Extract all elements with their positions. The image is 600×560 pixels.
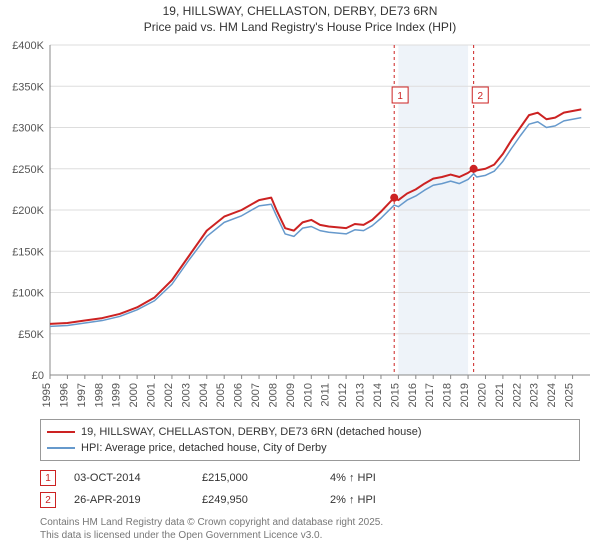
svg-text:2017: 2017: [424, 383, 436, 407]
svg-text:2002: 2002: [163, 383, 175, 407]
tx-marker-1: 1: [40, 470, 56, 486]
legend-label-subject: 19, HILLSWAY, CHELLASTON, DERBY, DE73 6R…: [81, 426, 422, 438]
tx-date: 26-APR-2019: [74, 494, 184, 506]
price-chart: £0 £50K £100K £150K £200K £250K £300K £350K £400…: [0, 35, 600, 415]
svg-text:£50K: £50K: [18, 329, 44, 341]
svg-text:1999: 1999: [111, 383, 123, 407]
legend-row-hpi: HPI: Average price, detached house, City…: [47, 440, 573, 456]
legend-swatch-subject: [47, 431, 75, 433]
svg-text:1996: 1996: [58, 383, 70, 407]
svg-text:2019: 2019: [459, 383, 471, 407]
svg-text:2007: 2007: [250, 383, 262, 407]
svg-text:£100K: £100K: [12, 288, 44, 300]
svg-text:2014: 2014: [372, 383, 384, 407]
svg-text:2025: 2025: [564, 383, 576, 407]
svg-text:1: 1: [397, 91, 403, 102]
legend: 19, HILLSWAY, CHELLASTON, DERBY, DE73 6R…: [40, 419, 580, 461]
svg-text:2010: 2010: [302, 383, 314, 407]
svg-text:2006: 2006: [233, 383, 245, 407]
svg-text:2024: 2024: [546, 383, 558, 407]
svg-text:2008: 2008: [267, 383, 279, 407]
svg-text:2022: 2022: [511, 383, 523, 407]
tx-price: £215,000: [202, 472, 312, 484]
svg-text:2018: 2018: [442, 383, 454, 407]
svg-text:2011: 2011: [320, 383, 332, 407]
transaction-row: 2 26-APR-2019 £249,950 2% ↑ HPI: [40, 489, 580, 511]
transaction-row: 1 03-OCT-2014 £215,000 4% ↑ HPI: [40, 467, 580, 489]
tx-hpi: 2% ↑ HPI: [330, 494, 440, 506]
svg-text:£150K: £150K: [12, 246, 44, 258]
svg-text:1997: 1997: [76, 383, 88, 407]
svg-text:£250K: £250K: [12, 164, 44, 176]
transactions-table: 1 03-OCT-2014 £215,000 4% ↑ HPI 2 26-APR…: [40, 467, 580, 511]
title-line-1: 19, HILLSWAY, CHELLASTON, DERBY, DE73 6R…: [0, 4, 600, 20]
svg-text:1998: 1998: [93, 383, 105, 407]
svg-text:2: 2: [477, 91, 483, 102]
svg-text:2001: 2001: [146, 383, 158, 407]
svg-text:£200K: £200K: [12, 205, 44, 217]
svg-text:2020: 2020: [476, 383, 488, 407]
footer: Contains HM Land Registry data © Crown c…: [40, 517, 580, 542]
svg-text:£350K: £350K: [12, 81, 44, 93]
legend-row-subject: 19, HILLSWAY, CHELLASTON, DERBY, DE73 6R…: [47, 424, 573, 440]
svg-text:2023: 2023: [529, 383, 541, 407]
tx-hpi: 4% ↑ HPI: [330, 472, 440, 484]
svg-text:1995: 1995: [41, 383, 53, 407]
svg-text:2005: 2005: [215, 383, 227, 407]
svg-text:2015: 2015: [389, 383, 401, 407]
svg-text:2004: 2004: [198, 383, 210, 407]
svg-text:£300K: £300K: [12, 123, 44, 135]
svg-text:2013: 2013: [355, 383, 367, 407]
svg-text:2012: 2012: [337, 383, 349, 407]
legend-swatch-hpi: [47, 447, 75, 449]
svg-text:2016: 2016: [407, 383, 419, 407]
tx-date: 03-OCT-2014: [74, 472, 184, 484]
footer-line-2: This data is licensed under the Open Gov…: [40, 530, 580, 543]
tx-marker-2: 2: [40, 492, 56, 508]
svg-text:2021: 2021: [494, 383, 506, 407]
svg-text:2003: 2003: [180, 383, 192, 407]
tx-price: £249,950: [202, 494, 312, 506]
svg-text:£0: £0: [32, 370, 44, 382]
footer-line-1: Contains HM Land Registry data © Crown c…: [40, 517, 580, 530]
svg-text:£400K: £400K: [12, 40, 44, 52]
svg-text:2000: 2000: [128, 383, 140, 407]
title-block: 19, HILLSWAY, CHELLASTON, DERBY, DE73 6R…: [0, 0, 600, 35]
title-line-2: Price paid vs. HM Land Registry's House …: [0, 20, 600, 36]
legend-label-hpi: HPI: Average price, detached house, City…: [81, 442, 327, 454]
svg-text:2009: 2009: [285, 383, 297, 407]
